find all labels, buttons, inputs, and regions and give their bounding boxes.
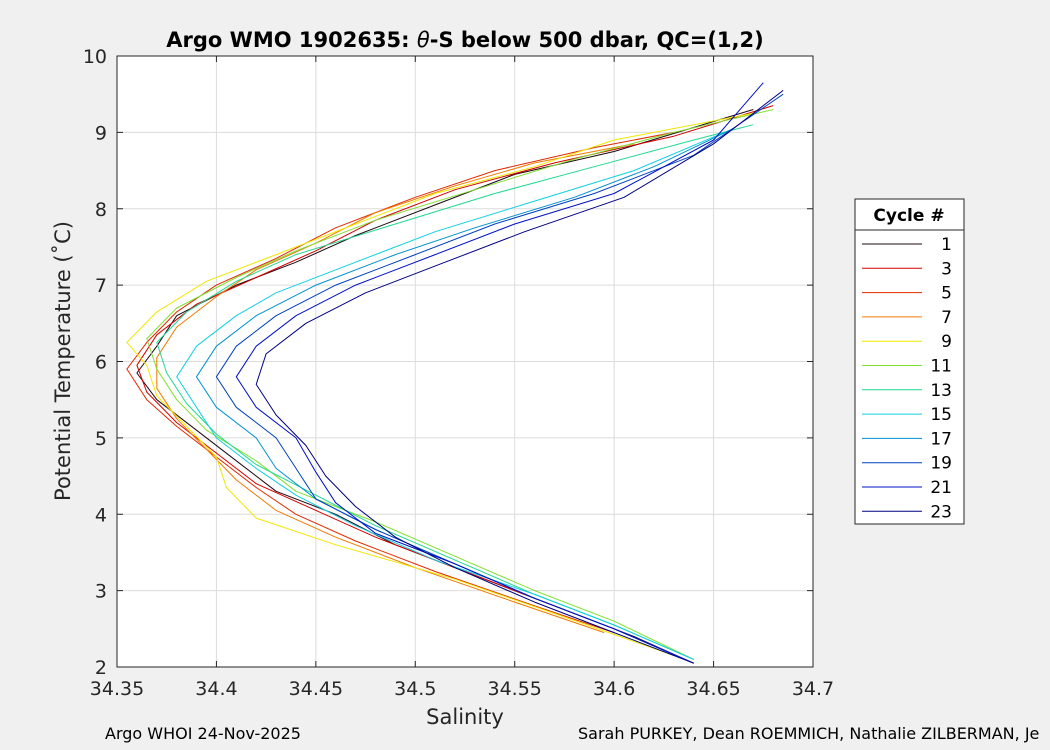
y-tick-label: 2 [95,657,107,679]
legend-label: 9 [941,332,952,352]
legend-label: 13 [930,381,952,401]
legend-label: 23 [930,502,952,522]
footer-credit-left: Argo WHOI 24-Nov-2025 [105,724,301,743]
x-tick-label: 34.55 [488,678,542,700]
legend-label: 21 [930,478,952,498]
y-tick-label: 9 [95,122,107,144]
title-prefix: Argo WMO 1902635: [166,28,417,52]
series-line-cycle-5 [126,131,674,634]
x-tick-label: 34.45 [289,678,343,700]
x-tick-label: 34.65 [686,678,740,700]
x-tick-label: 34.35 [90,678,144,700]
legend-title: Cycle # [873,206,944,226]
legend-label: 15 [930,405,952,425]
y-tick-label: 3 [95,581,107,603]
footer-credit-right: Sarah PURKEY, Dean ROEMMICH, Nathalie ZI… [578,724,1040,743]
legend-box [854,198,965,525]
series-line-cycle-21 [235,82,764,664]
y-axis-label: Potential Temperature (˚C) [51,221,75,501]
legend-label: 7 [941,308,952,328]
y-tick-label: 10 [83,46,107,68]
y-tick-label: 8 [95,199,107,221]
series-line-cycle-7 [156,143,635,634]
data-lines [126,82,784,664]
legend-label: 3 [941,259,952,279]
x-tick-label: 34.7 [792,678,834,700]
chart-title: Argo WMO 1902635: θ-S below 500 dbar, QC… [166,28,763,52]
grid [117,56,813,667]
x-tick-label: 34.5 [394,678,436,700]
legend-label: 19 [930,454,952,474]
legend-label: 5 [941,284,952,304]
y-tick-label: 4 [95,504,107,526]
series-line-cycle-13 [156,124,754,660]
series-line-cycle-23 [255,90,784,664]
series-line-cycle-11 [146,109,774,660]
y-tick-label: 6 [95,352,107,374]
x-axis-label: Salinity [426,705,504,729]
title-theta: θ [417,28,430,52]
y-tick-label: 7 [95,275,107,297]
legend-label: 1 [941,235,952,255]
legend-label: 17 [930,429,952,449]
y-tick-label: 5 [95,428,107,450]
legend-label: 11 [930,357,952,377]
title-suffix: -S below 500 dbar, QC=(1,2) [430,28,764,52]
x-tick-label: 34.6 [593,678,635,700]
x-tick-label: 34.4 [195,678,237,700]
series-line-cycle-9 [126,112,754,656]
axis-ticks: 34.35 34.4 34.45 34.5 34.55 34.6 34.65 34.7 2 3 4 5… [83,46,834,700]
